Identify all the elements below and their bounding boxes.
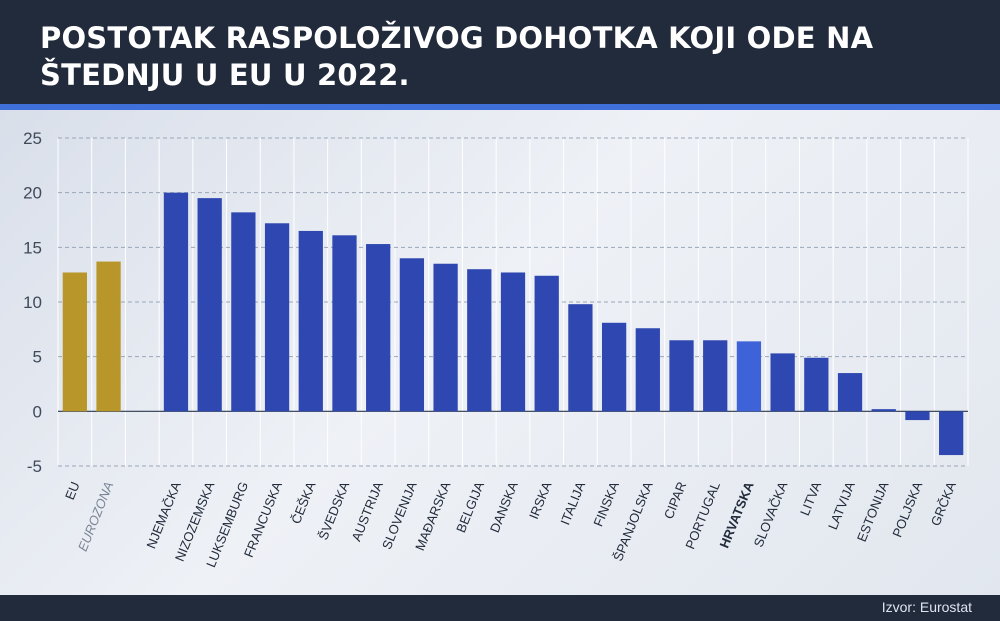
- bar-luksemburg: [231, 212, 256, 412]
- bar-finska: [601, 322, 627, 412]
- x-tick-label: AUSTRIJA: [349, 479, 387, 543]
- bar-grčka: [939, 411, 964, 456]
- x-tick-label: FINSKA: [590, 479, 622, 528]
- bar-belgija: [467, 269, 492, 412]
- y-tick-label: 0: [33, 402, 42, 421]
- x-tick-label: LATVIJA: [825, 479, 858, 532]
- bar-francuska: [264, 223, 290, 412]
- bar-hrvatska: [736, 341, 762, 412]
- x-tick-label: IRSKA: [526, 479, 555, 521]
- x-tick-label: ESTONIJA: [854, 479, 892, 544]
- bar-slovenija: [399, 258, 425, 412]
- bar-švedska: [332, 235, 357, 412]
- bar-danska: [500, 272, 526, 412]
- header-accent-line: [0, 104, 1000, 110]
- x-tick-label: ČEŠKA: [288, 479, 319, 526]
- x-tick-label: ITALIJA: [557, 479, 588, 527]
- bar-estonija: [871, 409, 896, 412]
- bar-italija: [568, 304, 593, 412]
- bar-eurozona: [96, 261, 121, 412]
- bar-austrija: [366, 244, 391, 412]
- bar-litva: [804, 357, 829, 412]
- bar-njemačka: [163, 192, 189, 412]
- bar-slovačka: [770, 353, 795, 412]
- bar-španjolska: [635, 328, 660, 412]
- bar-eu: [62, 272, 87, 412]
- x-tick-label: CIPAR: [661, 480, 689, 522]
- x-tick-label: PORTUGAL: [682, 480, 723, 552]
- y-tick-label: 5: [33, 348, 42, 367]
- bar-mađarska: [433, 263, 458, 412]
- x-tick-label: NJEMAČKA: [143, 479, 184, 551]
- chart-area: -5 0 5 10 15 20 25 EU EUROZONA NJEMAČKA NIZOZEMSKA…: [0, 110, 1000, 595]
- x-tick-label: GRČKA: [928, 479, 959, 528]
- x-tick-label: MAĐARSKA: [412, 479, 453, 553]
- source-label: Izvor: Eurostat: [881, 599, 972, 615]
- y-tick-label: 10: [23, 293, 42, 312]
- x-tick-label: EUROZONA: [75, 480, 117, 554]
- bar-irska: [534, 275, 559, 412]
- y-tick-label: 15: [23, 238, 42, 257]
- bar-češka: [298, 230, 323, 412]
- footer-bar: Izvor: Eurostat: [0, 595, 1000, 621]
- chart-title: POSTOTAK RASPOLOŽIVOG DOHOTKA KOJI ODE N…: [40, 21, 874, 92]
- bar-poljska: [905, 411, 930, 421]
- bar-nizozemska: [197, 198, 222, 412]
- x-tick-label: SLOVAČKA: [751, 479, 791, 549]
- x-tick-label: ŠVEDSKA: [315, 479, 352, 542]
- bar-latvija: [837, 373, 863, 412]
- x-tick-label: SLOVENIJA: [379, 479, 420, 551]
- x-tick-label: LITVA: [797, 479, 824, 518]
- x-tick-label: HRVATSKA: [717, 479, 757, 550]
- y-tick-label: 20: [23, 184, 42, 203]
- y-tick-label: -5: [27, 457, 42, 476]
- x-tick-label: EU: [62, 480, 83, 502]
- bar-portugal: [703, 340, 728, 412]
- x-tick-label: BELGIJA: [453, 479, 487, 534]
- x-tick-label: POLJSKA: [889, 479, 925, 539]
- header-bar: POSTOTAK RASPOLOŽIVOG DOHOTKA KOJI ODE N…: [0, 0, 1000, 104]
- x-tick-label: DANSKA: [487, 479, 521, 534]
- y-tick-label: 25: [23, 129, 42, 148]
- bar-cipar: [669, 340, 694, 412]
